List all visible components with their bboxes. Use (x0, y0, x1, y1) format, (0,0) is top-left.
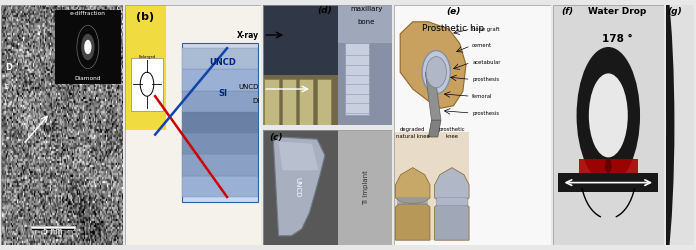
Bar (345, 44, 369, 116)
Text: (f): (f) (562, 8, 574, 16)
Bar (182, 44, 258, 202)
Text: D: D (5, 63, 12, 72)
Bar (263, 130, 338, 245)
Text: knee: knee (445, 134, 459, 140)
Bar (55, 10, 121, 84)
Polygon shape (395, 204, 430, 240)
Text: (e): (e) (446, 8, 461, 16)
Text: (b): (b) (136, 12, 155, 22)
Bar (263, 74, 338, 125)
Circle shape (426, 56, 446, 88)
Text: cement: cement (472, 43, 492, 48)
Text: Ti Implant: Ti Implant (363, 170, 369, 205)
Text: UNCD: UNCD (209, 58, 237, 67)
Bar (397, 197, 428, 205)
Bar (263, 5, 338, 125)
Text: Water Drop: Water Drop (588, 8, 647, 16)
Text: (g): (g) (667, 8, 682, 16)
Bar (436, 197, 468, 205)
Bar (182, 176, 258, 197)
Bar (317, 80, 331, 125)
Bar (282, 80, 296, 125)
Text: X-ray: X-ray (237, 30, 259, 40)
Text: prosthesis: prosthesis (472, 110, 499, 116)
Bar (394, 132, 469, 240)
Bar (558, 173, 658, 192)
Text: natural knee: natural knee (396, 134, 429, 140)
Polygon shape (425, 72, 441, 120)
Text: prosthesis: prosthesis (472, 77, 499, 82)
Bar (579, 158, 638, 173)
Circle shape (576, 47, 640, 184)
Bar (182, 91, 258, 112)
Polygon shape (434, 168, 469, 204)
Bar (32, 226, 74, 230)
Text: Prosthetic hip: Prosthetic hip (422, 24, 484, 33)
Text: (d): (d) (317, 6, 332, 15)
Text: (c): (c) (269, 134, 283, 142)
Bar (182, 133, 258, 154)
Text: UNCD: UNCD (295, 177, 301, 198)
Text: s: s (5, 82, 9, 91)
Text: degraded: degraded (400, 127, 425, 132)
Bar (182, 48, 258, 70)
Text: maxillary: maxillary (350, 6, 382, 12)
Bar (338, 130, 392, 245)
Text: e-diffraction: e-diffraction (70, 11, 106, 16)
Text: bone graft: bone graft (472, 26, 500, 32)
Bar (125, 5, 166, 130)
Text: UNCD: UNCD (239, 84, 259, 89)
Circle shape (81, 34, 95, 60)
Text: bone: bone (358, 20, 374, 26)
Text: Diamond: Diamond (74, 76, 101, 81)
Text: prosthetic: prosthetic (438, 127, 465, 132)
Polygon shape (428, 120, 441, 137)
Bar (264, 80, 278, 125)
Bar (182, 112, 258, 133)
Text: femoral: femoral (472, 94, 493, 99)
Text: 5 nm: 5 nm (43, 227, 63, 236)
Circle shape (589, 74, 628, 158)
Circle shape (630, 0, 674, 250)
Text: SI: SI (219, 89, 228, 98)
Polygon shape (400, 22, 466, 108)
Bar (338, 5, 392, 125)
Bar (182, 154, 258, 176)
Text: DI: DI (252, 98, 259, 104)
Text: acetabular: acetabular (472, 60, 500, 65)
Circle shape (422, 50, 450, 94)
Bar (299, 80, 313, 125)
Polygon shape (278, 142, 319, 170)
Text: Enlarged: Enlarged (139, 55, 156, 59)
Bar (131, 58, 164, 110)
Polygon shape (395, 168, 430, 204)
Bar (338, 5, 392, 44)
Text: 178 °: 178 ° (602, 34, 633, 44)
Bar (182, 70, 258, 91)
Circle shape (84, 40, 92, 54)
Circle shape (638, 5, 666, 245)
Polygon shape (434, 204, 469, 240)
Polygon shape (274, 137, 325, 236)
Circle shape (605, 158, 612, 173)
